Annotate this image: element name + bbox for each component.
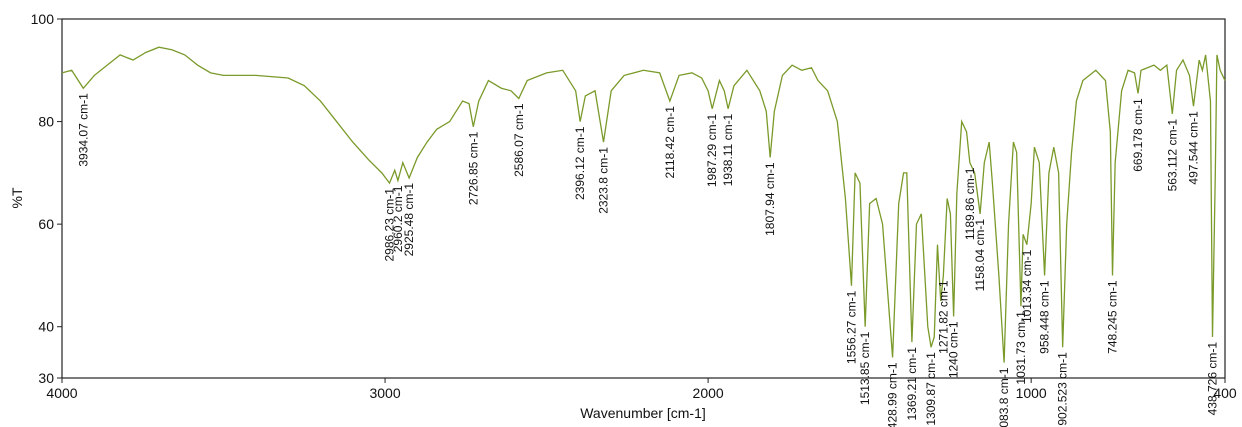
peak-label: 2986.23 cm-1 (383, 188, 397, 262)
y-axis-label: %T (9, 187, 25, 208)
peak-label: 1807.94 cm-1 (763, 162, 777, 236)
x-tick-label: 4000 (46, 385, 77, 401)
peak-label: 748.245 cm-1 (1105, 280, 1119, 354)
peak-label: 1013.34 cm-1 (1020, 249, 1034, 323)
plot-frame (61, 18, 1226, 379)
peak-label: 563.112 cm-1 (1165, 119, 1179, 192)
peak-label: 2726.85 cm-1 (466, 131, 480, 205)
x-axis-label: Wavenumber [cm-1] (580, 405, 706, 421)
peak-label: 958.448 cm-1 (1038, 280, 1052, 354)
peak-label: 1513.85 cm-1 (858, 331, 872, 405)
y-tick-label: 80 (38, 114, 54, 130)
peak-label: 2323.8 cm-1 (597, 147, 611, 214)
peak-label: 1083.8 cm-1 (997, 367, 1011, 427)
peak-label: 2960.2 cm-1 (391, 185, 405, 252)
peak-label: 497.544 cm-1 (1186, 111, 1200, 185)
y-tick-label: 30 (38, 370, 54, 386)
peak-label: 2118.42 cm-1 (663, 106, 677, 179)
peak-label: 1240 cm-1 (947, 321, 961, 378)
peak-label: 1309.87 cm-1 (924, 352, 938, 426)
y-tick-label: 60 (38, 216, 54, 232)
peak-label: 902.523 cm-1 (1056, 352, 1070, 426)
peak-label: 1031.73 cm-1 (1014, 311, 1028, 385)
peak-label: 1556.27 cm-1 (844, 290, 858, 364)
y-tick-label: 40 (38, 319, 54, 335)
peak-label: 1987.29 cm-1 (705, 113, 719, 187)
peak-label: 2925.48 cm-1 (402, 183, 416, 257)
peak-label: 669.178 cm-1 (1131, 98, 1145, 172)
peak-label: 2396.12 cm-1 (573, 126, 587, 200)
peak-label: 2586.07 cm-1 (512, 103, 526, 177)
peak-label: 1271.82 cm-1 (936, 280, 950, 354)
x-tick-label: 2000 (693, 385, 724, 401)
peak-label: 1158.04 cm-1 (973, 219, 987, 292)
x-tick-label: 1000 (1016, 385, 1047, 401)
peak-label: 1189.86 cm-1 (963, 167, 977, 240)
peak-label: 3934.07 cm-1 (76, 93, 90, 167)
peak-label: 438.726 cm-1 (1205, 342, 1219, 416)
peak-label: 1369.21 cm-1 (905, 347, 919, 421)
x-tick-label: 3000 (369, 385, 400, 401)
y-tick-label: 100 (31, 11, 55, 27)
peak-label: 1938.11 cm-1 (721, 113, 735, 186)
x-tick-label: 400 (1213, 385, 1237, 401)
spectrum-line (61, 46, 1226, 363)
peak-label: 1428.99 cm-1 (886, 362, 900, 427)
